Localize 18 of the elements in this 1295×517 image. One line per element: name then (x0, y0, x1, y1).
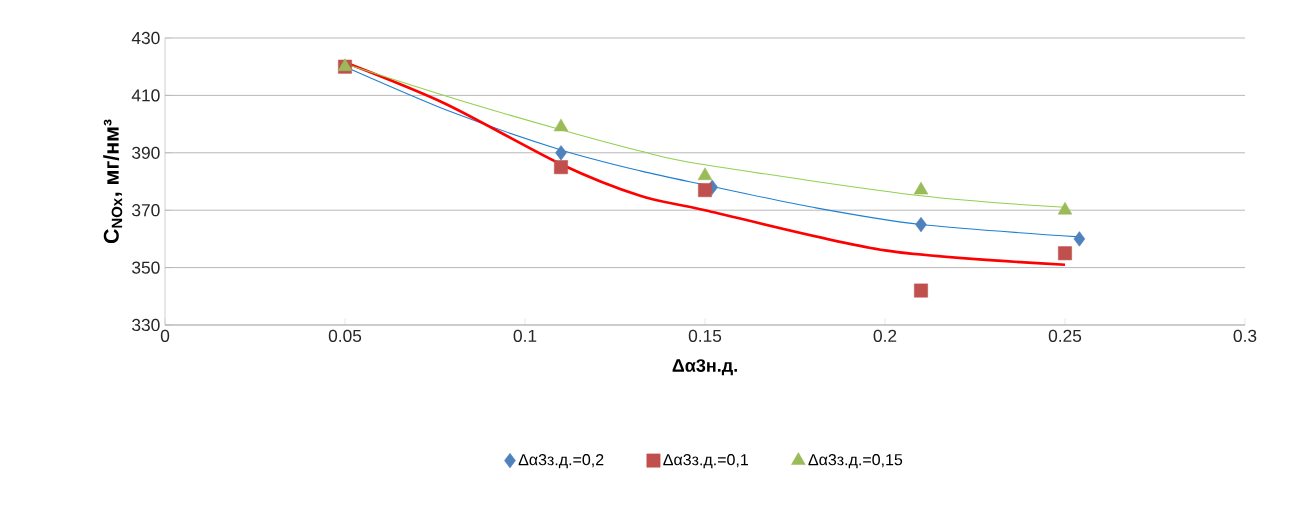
y-tick-label: 430 (131, 31, 160, 45)
y-tick-label: 410 (131, 89, 160, 102)
x-tick-label: 0.15 (688, 329, 722, 342)
y-tick-label: 350 (132, 261, 160, 274)
x-tick-label: 0.25 (1048, 329, 1082, 342)
x-axis-title: Δα3н.д. (672, 359, 737, 376)
x-tick-label: 0.05 (328, 329, 362, 342)
x-tick-label: 0.3 (1233, 329, 1257, 342)
legend-label: Δα3з.д.=0,1 (663, 454, 748, 469)
x-tick-label: 0 (160, 329, 170, 342)
x-tick-label: 0.1 (513, 329, 537, 342)
y-axis-title: C$_{NOx}$, мг/нм³ (103, 119, 123, 244)
legend-label: Δα3з.д.=0,15 (808, 454, 903, 469)
y-tick-label: 330 (132, 318, 160, 332)
legend-label: Δα3з.д.=0,2 (518, 454, 604, 469)
x-tick-label: 0.2 (873, 329, 897, 342)
y-tick-label: 390 (132, 146, 160, 159)
y-tick-label: 370 (132, 204, 160, 217)
